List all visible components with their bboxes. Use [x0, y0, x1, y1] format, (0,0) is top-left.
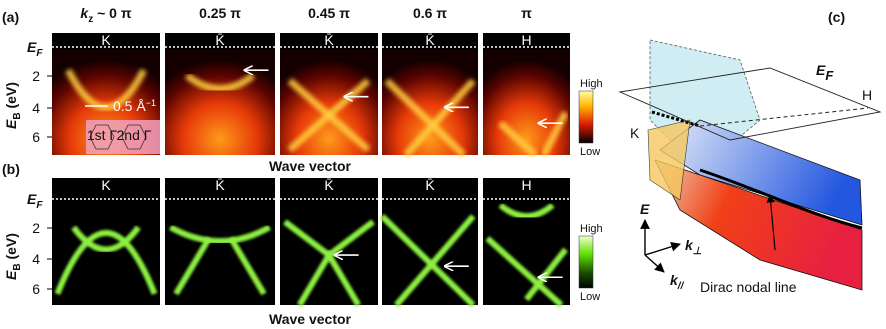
x-axis-label: Wave vector [269, 311, 352, 327]
point-label: K̄ [215, 177, 225, 193]
y-tick-label: 4 [32, 100, 40, 116]
spectrum-panel [483, 178, 570, 305]
column-header: 0.45 π [308, 5, 350, 21]
panel-label: (a) [2, 9, 19, 25]
colorbar [578, 235, 594, 289]
spectrum-panel [52, 178, 160, 305]
point-label: H [521, 32, 531, 48]
bz-hexagons [89, 124, 147, 150]
band [228, 236, 267, 296]
point-label: K̄ [324, 32, 334, 48]
unit: (eV) [3, 82, 19, 112]
band [384, 78, 467, 158]
columns: kz ~ 0 π 0.25 π 0.45 π 0.6 π πK K̄ K̄ K̄ HEF246E… [3, 5, 603, 308]
point-label: K̄ [324, 177, 334, 193]
spectrum-intensity [483, 49, 570, 155]
bz-inset [86, 120, 160, 154]
point-label: K [101, 177, 111, 193]
band [287, 78, 371, 153]
bz-label: 1st Γ [87, 127, 118, 143]
band [173, 236, 212, 296]
point-label: K̄ [425, 177, 435, 193]
spectrum-intensity [280, 49, 378, 155]
colorbar [578, 90, 594, 144]
symbol: E [3, 270, 19, 280]
y-tick-label: 4 [32, 251, 40, 267]
caption: Dirac nodal line [700, 279, 797, 295]
point-label: K [101, 32, 111, 48]
axis-label: k// [670, 272, 685, 292]
text: 0.5 Å [113, 98, 146, 114]
point-label: H [521, 177, 531, 193]
point-label: K [630, 125, 640, 141]
band [71, 225, 141, 253]
band [169, 224, 271, 245]
column-header: 0.6 π [413, 5, 447, 21]
band [394, 214, 476, 307]
band [485, 236, 564, 308]
nodal-line-diagram [618, 39, 882, 291]
symbol: E [27, 191, 37, 207]
panel-label: (b) [2, 161, 20, 177]
band [65, 68, 147, 111]
point-label: K̄ [425, 32, 435, 48]
colorbar-label: Low [580, 291, 600, 303]
band [379, 214, 476, 308]
point-label: K̄ [215, 32, 225, 48]
subscript: F [36, 48, 43, 59]
subscript: F [825, 68, 834, 83]
y-tick-label: 6 [32, 281, 40, 297]
y-tick-label: 2 [32, 220, 40, 236]
subscript: z [88, 14, 93, 25]
column-header: 0.25 π [199, 5, 241, 21]
column-header: π [521, 5, 532, 21]
band [403, 78, 476, 158]
spectrum-intensity [165, 49, 275, 155]
text: ~ 0 π [93, 5, 132, 21]
spectrum-panel [280, 178, 378, 305]
point-label: H [862, 87, 872, 103]
ef-label: EF [27, 191, 43, 211]
subscript: ⊥ [693, 246, 702, 257]
column-header: kz ~ 0 π [80, 5, 131, 25]
superscript: −1 [146, 98, 156, 108]
spectrum-intensity [382, 49, 478, 155]
symbol: k [685, 237, 694, 253]
symbol: k [670, 272, 679, 288]
colorbar-label: Low [580, 146, 600, 158]
colorbar-label: High [580, 78, 603, 90]
subscript: F [36, 200, 43, 211]
panel-label: (c) [828, 9, 845, 25]
symbol: k [80, 5, 89, 21]
band [184, 72, 256, 93]
band [498, 120, 538, 158]
band [297, 249, 361, 307]
spectrum-panel [382, 178, 478, 305]
subscript: // [677, 281, 685, 292]
y-axis-label: EB (eV) [3, 82, 23, 129]
scale-bar-label: 0.5 Å−1 [113, 98, 156, 114]
symbol: E [27, 39, 37, 55]
y-tick-label: 6 [32, 129, 40, 145]
colorbar-label: High [580, 223, 603, 235]
subscript: B [12, 263, 23, 270]
y-axis-label: EB (eV) [3, 233, 23, 280]
ef-label: EF [816, 62, 834, 83]
band [54, 230, 158, 296]
unit: (eV) [3, 233, 19, 263]
ef-label: EF [27, 39, 43, 59]
band [540, 111, 569, 157]
symbol: E [3, 119, 19, 129]
axis-label: E [640, 201, 650, 217]
band [498, 202, 555, 220]
x-axis-label: Wave vector [269, 158, 352, 174]
bz-label: 2nd Γ [117, 127, 152, 143]
axis-label: k⊥ [685, 237, 702, 257]
symbol: E [816, 62, 826, 78]
y-tick-label: 2 [32, 68, 40, 84]
subscript: B [12, 112, 23, 119]
